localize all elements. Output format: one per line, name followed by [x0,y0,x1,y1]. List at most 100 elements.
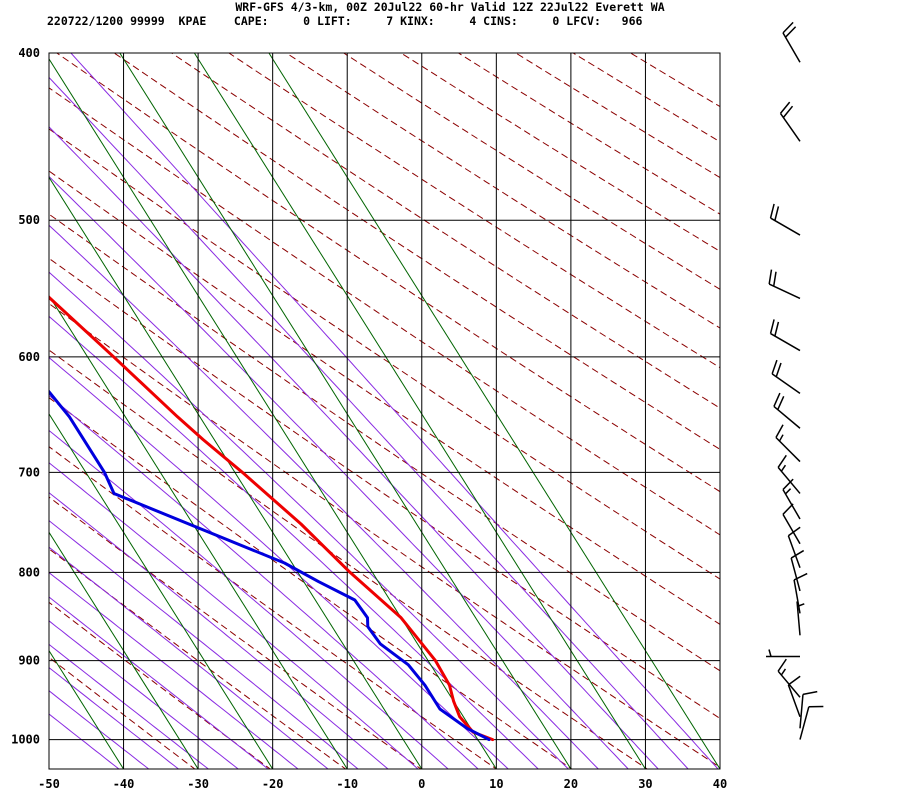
moist-adiabat [49,667,180,769]
wind-barb [799,705,824,740]
wind-barb-staff [773,405,801,429]
sounding-traces [49,295,495,742]
wind-barb [771,359,801,395]
x-tick-label: 10 [489,777,503,791]
x-tick-label: -20 [262,777,284,791]
x-tick-label: -50 [38,777,60,791]
adiabat-background [49,53,720,769]
dry-adiabat [49,128,720,580]
wind-barb [787,675,801,718]
wind-barb-flag [790,549,805,559]
wind-barb-staff [796,601,801,636]
dry-adiabat [49,601,272,769]
wind-barb [779,101,801,142]
moist-adiabat [49,429,449,769]
dry-adiabat [629,53,720,108]
wind-barb-flag [774,321,780,337]
wind-barb [782,503,801,545]
wind-barb-flag [773,392,781,407]
dry-adiabat [49,257,720,720]
moist-adiabat [49,546,329,769]
dry-adiabat [457,53,720,215]
wind-barb-flag [769,203,775,219]
plot-frame [48,52,721,770]
wind-barb [769,319,801,352]
isotherm [49,58,497,769]
wind-barb [796,601,805,636]
moist-adiabat [49,492,389,769]
moist-adiabat [49,271,569,769]
x-tick-label: -10 [336,777,358,791]
chart-title: WRF-GFS 4/3-km, 00Z 20Jul22 60-hr Valid … [235,0,665,14]
dry-adiabat [514,53,720,179]
wind-barb-flag [793,572,808,581]
sounding-indices: 220722/1200 99999 KPAE CAPE: 0 LIFT: 7 K… [47,14,643,28]
wind-barb [775,424,801,463]
moist-adiabat [49,224,599,769]
wind-barb [766,649,800,658]
wind-barb-flag [768,269,773,285]
wind-barb-staff [777,466,801,494]
wind-barb-staff [799,694,804,729]
x-tick-label: 20 [564,777,578,791]
moist-adiabat [49,571,299,769]
wind-barb-half-flag [768,649,772,657]
dry-adiabat [400,53,720,252]
dry-adiabat [49,446,498,769]
wind-barb-flag [777,658,787,672]
dry-adiabat [49,302,720,768]
wind-barb [782,21,801,63]
wind-barb [799,690,818,729]
wind-barb [787,526,801,568]
x-tick-label: 0 [418,777,425,791]
dry-adiabat [170,53,720,409]
moist-adiabat [49,520,359,769]
dry-adiabat [49,213,720,672]
y-tick-label: 500 [18,213,40,227]
x-tick-label: 30 [638,777,652,791]
isotherm [193,53,646,769]
wind-barb-flag [774,206,780,221]
wind-barb-staff [782,489,801,520]
dry-adiabat [49,349,649,769]
moist-adiabat [49,315,539,769]
moist-adiabat [49,643,210,769]
wind-barb-flag [784,26,797,38]
wind-barb-half-flag [784,488,792,495]
moist-adiabat [49,356,509,769]
wind-barb-half-flag [780,464,787,472]
y-tick-label: 400 [18,46,40,60]
moist-adiabat [49,462,419,769]
wind-barb-flag [782,105,794,118]
moist-adiabat [49,126,659,769]
x-tick-label: -30 [187,777,209,791]
dry-adiabat [285,53,720,329]
axis-tick-labels: -50 -40 -30 -20 -10 0 10 20 30 40 400 500 600 700 800 9… [11,46,727,791]
isotherm [119,53,572,769]
dry-adiabat [227,53,720,369]
wind-barb-staff [770,332,801,352]
wind-barb-flag [772,271,777,287]
x-tick-label: 40 [713,777,727,791]
wind-barbs-column [766,21,824,740]
wind-barb-staff [771,373,801,395]
y-tick-label: 600 [18,350,40,364]
wind-barb-flag [775,362,782,378]
wind-barb-half-flag [780,668,787,676]
moist-adiabat [49,620,240,769]
wind-barb-flag [769,319,775,334]
wind-barb-flag [782,21,794,34]
moist-adiabat [49,596,269,769]
wind-barb-staff [790,557,801,592]
moist-adiabat [49,175,629,769]
wind-barb-staff [793,579,801,614]
wind-barb-flag [777,454,787,468]
dry-adiabat [113,53,720,450]
wind-barb-staff [782,513,801,545]
isotherm [268,53,720,769]
moist-adiabat [70,53,719,769]
wind-barb-flag [775,424,784,438]
pressure-temperature-grid [48,52,721,769]
wind-barb [793,572,808,614]
